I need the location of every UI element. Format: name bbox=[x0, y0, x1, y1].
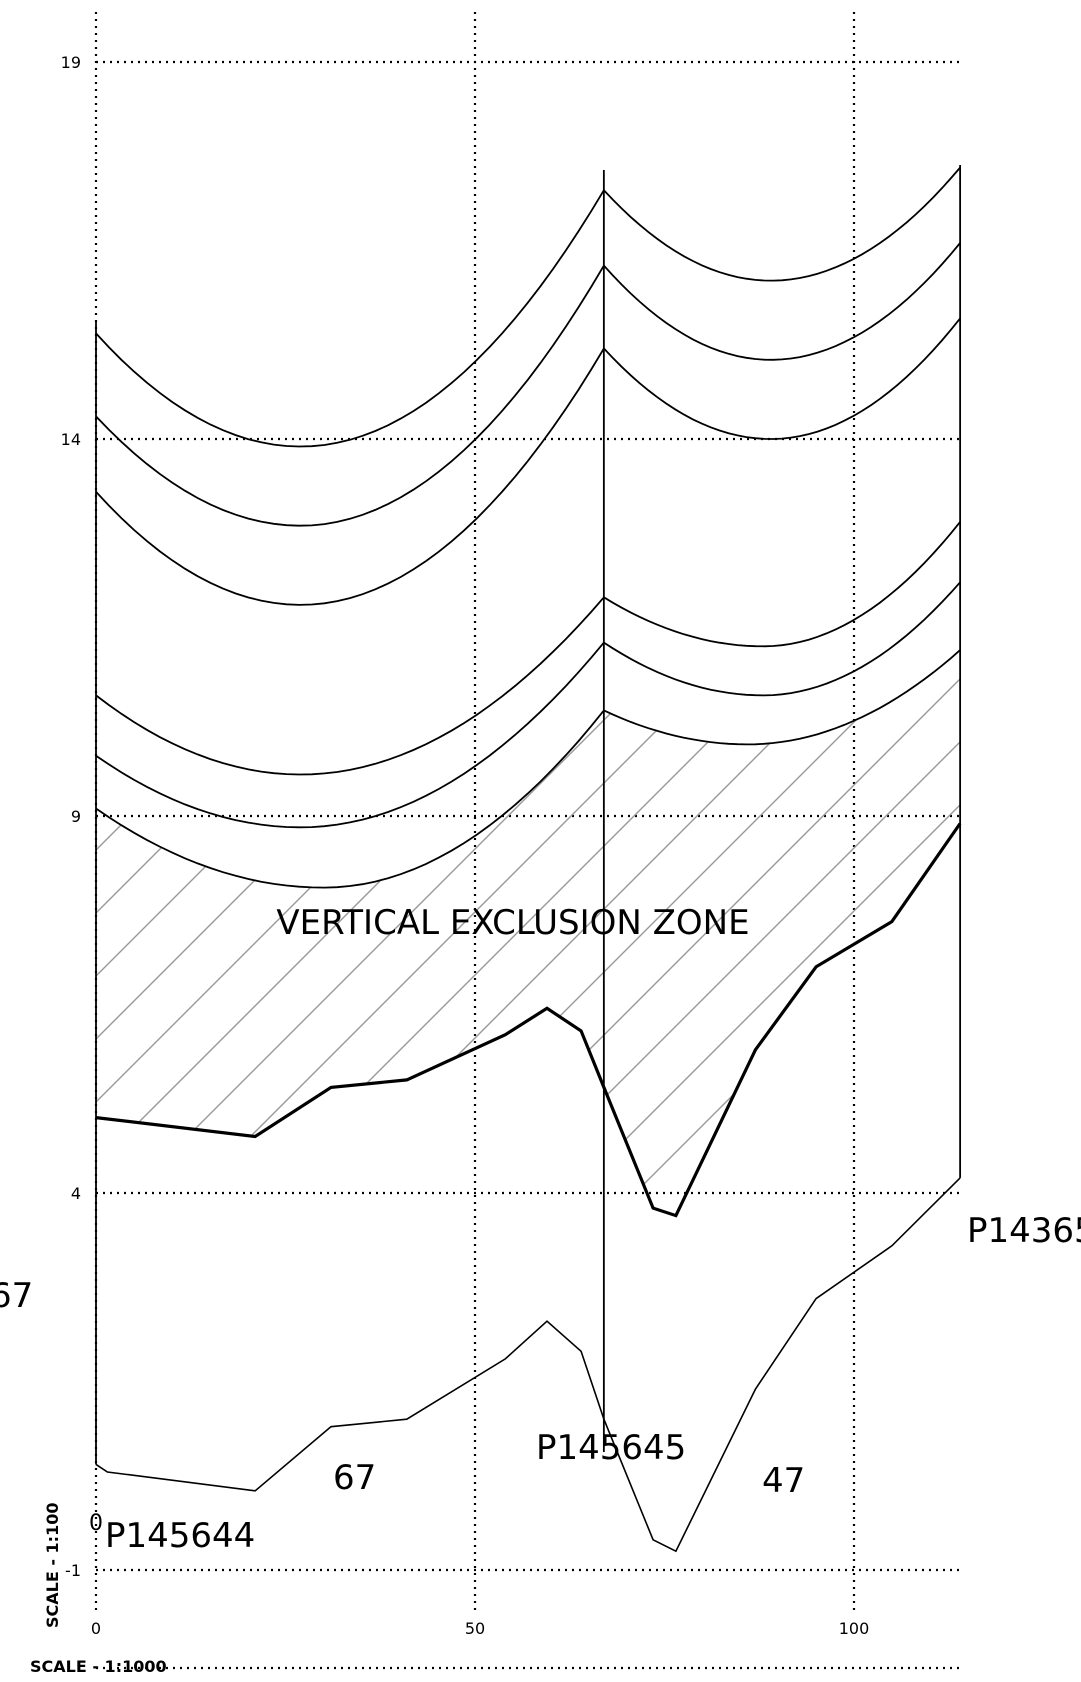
hatch-pattern bbox=[96, 550, 1081, 1250]
y-tick-label: 9 bbox=[71, 807, 81, 826]
clearance-curve-12 bbox=[603, 649, 961, 746]
horizontal-scale-caption: SCALE - 1:1000 bbox=[30, 1657, 167, 1676]
clearance-curve-9 bbox=[603, 317, 961, 440]
hatch-line bbox=[96, 650, 523, 1216]
hatch-line bbox=[1019, 550, 1081, 1250]
hatch-line bbox=[892, 650, 961, 1216]
pole-label-p145644: P145644 bbox=[105, 1516, 255, 1556]
hatch-line bbox=[766, 650, 961, 1216]
hatch-line bbox=[96, 650, 775, 1216]
clearance-curve-10 bbox=[603, 521, 961, 648]
exclusion-zone-hatching bbox=[96, 550, 1081, 1250]
clearance-curve-11 bbox=[603, 581, 961, 697]
hatch-line bbox=[325, 650, 961, 1216]
ground-profile-line bbox=[95, 1177, 961, 1553]
span-lines bbox=[95, 165, 962, 1465]
zero-mark: 0 bbox=[89, 1511, 103, 1536]
y-tick-label: 4 bbox=[71, 1184, 81, 1203]
hatch-line bbox=[577, 650, 961, 1216]
x-tick-label: 50 bbox=[465, 1619, 485, 1638]
hatch-line bbox=[451, 650, 961, 1216]
clearance-curve-6 bbox=[95, 709, 605, 889]
hatch-line bbox=[96, 650, 397, 1216]
span-label-left-edge: 67 bbox=[0, 1276, 33, 1316]
hatch-line bbox=[262, 650, 961, 1216]
clearance-curve-3 bbox=[95, 348, 605, 606]
hatch-line bbox=[388, 650, 961, 1216]
exclusion-zone-label: VERTICAL EXCLUSION ZONE bbox=[276, 903, 749, 943]
pole-label-p145645: P145645 bbox=[536, 1428, 686, 1468]
x-tick-label: 0 bbox=[91, 1619, 101, 1638]
hatch-line bbox=[955, 650, 961, 1216]
pole-label-p14365: P14365 bbox=[967, 1211, 1081, 1251]
clearance-curve-5 bbox=[95, 642, 605, 829]
grid-lines bbox=[94, 12, 962, 1670]
y-tick-label: 14 bbox=[61, 430, 81, 449]
clearance-curves bbox=[95, 167, 961, 889]
clearance-curve-2 bbox=[95, 265, 605, 527]
x-tick-label: 100 bbox=[839, 1619, 870, 1638]
hatch-line bbox=[96, 650, 586, 1216]
clearance-curve-1 bbox=[95, 189, 605, 448]
y-tick-label: 19 bbox=[61, 53, 81, 72]
span-label-second: 47 bbox=[762, 1461, 805, 1501]
tick-labels: 19 14 9 4 -1 0 50 100 bbox=[61, 53, 870, 1638]
hatch-line bbox=[96, 650, 712, 1216]
hatch-line bbox=[640, 650, 961, 1216]
clearance-curve-8 bbox=[603, 242, 961, 361]
profile-lines bbox=[95, 822, 962, 1553]
hatch-line bbox=[514, 650, 961, 1216]
hatch-line bbox=[136, 650, 838, 1216]
span-label-first: 67 bbox=[333, 1458, 376, 1498]
clearance-curve-7 bbox=[603, 167, 961, 282]
vertical-scale-caption: SCALE - 1:100 bbox=[43, 1503, 62, 1628]
hatch-line bbox=[703, 650, 961, 1216]
clearance-curve-4 bbox=[95, 596, 605, 776]
y-tick-label: -1 bbox=[65, 1561, 81, 1580]
hatch-line bbox=[96, 650, 460, 1216]
lowest-conductor-line bbox=[95, 822, 962, 1218]
